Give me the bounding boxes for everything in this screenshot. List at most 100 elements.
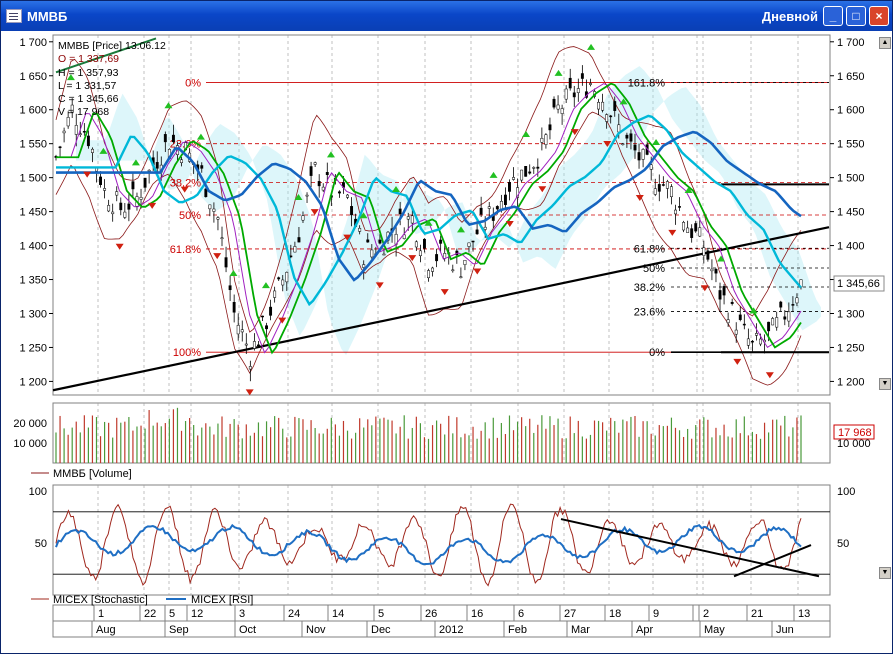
fractal-up-22 (424, 219, 433, 226)
fractal-down-19 (375, 282, 384, 289)
price-ytick-label-left-5: 1 450 (19, 207, 47, 219)
fractal-down-3 (115, 243, 124, 250)
price-ytick-label-left-4: 1 500 (19, 173, 47, 185)
rsi-legend-label: MICEX [RSI] (191, 594, 253, 606)
fractal-down-11 (245, 389, 254, 396)
candle-body-66 (321, 186, 325, 191)
osc-ytick-right-1: 50 (837, 538, 849, 550)
candle-body-88 (410, 215, 414, 224)
fractal-up-14 (294, 194, 303, 201)
fractal-down-21 (408, 255, 417, 262)
fractal-down-37 (668, 229, 677, 236)
fractal-up-8 (196, 133, 205, 140)
fib-left-label-2: 38.2% (170, 177, 201, 189)
day-label-8: 26 (425, 608, 437, 620)
candle-body-60 (297, 237, 301, 243)
volume-last-value: 17 968 (838, 427, 872, 439)
candle-body-150 (661, 184, 665, 186)
candle-body-78 (370, 249, 374, 258)
candle-body-183 (795, 297, 799, 304)
candle-body-25 (155, 162, 159, 169)
price-ytick-label-left-8: 1 300 (19, 308, 47, 320)
info-high: H = 1 357,93 (58, 67, 119, 79)
candle-body-143 (633, 144, 637, 151)
candle-body-41 (220, 237, 224, 240)
maximize-button[interactable]: □ (846, 6, 866, 26)
candle-body-132 (589, 83, 592, 85)
candle-body-111 (503, 194, 507, 205)
candle-body-95 (439, 239, 443, 244)
candle-body-144 (637, 152, 641, 161)
day-label-3: 12 (191, 608, 203, 620)
fractal-up-26 (489, 171, 498, 178)
candle-body-174 (759, 338, 762, 345)
candle-body-27 (163, 134, 167, 143)
candle-body-126 (564, 88, 568, 100)
candle-body-59 (293, 246, 297, 253)
day-label-10: 6 (518, 608, 524, 620)
candle-body-139 (617, 124, 621, 133)
fib-left-label-4: 61.8% (170, 244, 201, 256)
volume-ytick-right-1: 10 000 (837, 438, 871, 450)
candle-body-72 (346, 194, 349, 198)
fractal-down-15 (310, 209, 319, 216)
candle-body-98 (451, 269, 455, 272)
osc-trendline-up (733, 544, 812, 578)
scroll-down-button-osc[interactable]: ▼ (879, 567, 891, 579)
candle-body-90 (418, 250, 422, 257)
day-label-2: 5 (169, 608, 175, 620)
candle-body-158 (694, 223, 698, 232)
candle-body-8 (86, 135, 90, 147)
fractal-up-34 (619, 98, 628, 105)
day-label-11: 27 (564, 608, 576, 620)
candle-body-47 (244, 343, 248, 346)
fractal-up-6 (164, 102, 173, 109)
title-bar[interactable]: ММВБ Дневной _ □ × (1, 1, 892, 31)
candle-body-181 (787, 311, 791, 322)
candle-body-142 (629, 133, 633, 142)
candle-body-81 (382, 253, 386, 256)
fib-left-label-0: 0% (185, 78, 201, 90)
candle-body-94 (435, 254, 439, 262)
volume-last-box (833, 424, 875, 440)
scroll-down-button[interactable]: ▼ (879, 378, 891, 390)
candle-body-50 (256, 344, 260, 347)
candle-body-63 (309, 166, 313, 176)
fractal-up-38 (684, 187, 693, 194)
candle-body-19 (131, 181, 135, 190)
stochastic-legend-label: MICEX [Stochastic] (53, 594, 148, 606)
close-button[interactable]: × (869, 6, 889, 26)
period-label[interactable]: Дневной (761, 9, 818, 24)
day-label-5: 24 (288, 608, 300, 620)
candle-body-128 (572, 92, 576, 98)
price-ytick-label-left-1: 1 650 (19, 71, 47, 83)
fractal-down-13 (278, 317, 287, 324)
candle-body-160 (702, 247, 706, 256)
fractal-up-32 (587, 43, 596, 50)
candle-body-137 (609, 115, 613, 118)
scroll-up-button[interactable]: ▲ (879, 37, 891, 49)
day-label-9: 16 (471, 608, 483, 620)
fractal-up-36 (652, 138, 661, 145)
candle-body-152 (669, 186, 673, 198)
candle-body-167 (730, 301, 734, 304)
candle-body-109 (495, 206, 499, 210)
osc-ytick-right-0: 100 (837, 486, 855, 498)
candle-body-116 (524, 166, 528, 177)
candle-body-48 (248, 366, 252, 370)
info-close: C = 1 345,66 (58, 93, 119, 105)
minimize-button[interactable]: _ (823, 6, 843, 26)
candle-body-165 (722, 286, 726, 296)
candle-body-159 (698, 227, 702, 237)
candle-body-147 (649, 164, 653, 170)
info-title: ММВБ [Price] 13.06.12 (58, 40, 166, 52)
candle-body-107 (487, 206, 491, 209)
candle-body-38 (208, 204, 212, 210)
rsi-line (55, 523, 802, 566)
fractal-up-28 (522, 131, 531, 138)
candle-body-145 (641, 149, 645, 160)
candle-body-15 (115, 191, 119, 196)
price-ytick-label-right-5: 1 450 (837, 207, 865, 219)
